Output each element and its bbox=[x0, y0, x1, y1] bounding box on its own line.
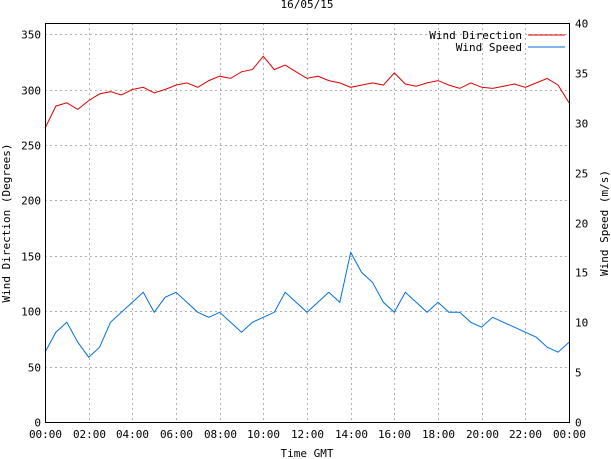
chart-title: 16/05/15 bbox=[281, 0, 334, 11]
left-tick-label: 250 bbox=[21, 140, 41, 153]
x-tick-label: 18:00 bbox=[422, 428, 455, 441]
x-tick-label: 00:00 bbox=[553, 428, 586, 441]
right-tick-label: 25 bbox=[575, 168, 588, 181]
x-tick-label: 04:00 bbox=[116, 428, 149, 441]
left-axis-label: Wind Direction (Degrees) bbox=[0, 144, 13, 303]
x-axis-label: Time GMT bbox=[281, 447, 334, 459]
left-tick-label: 300 bbox=[21, 85, 41, 98]
left-tick-label: 150 bbox=[21, 251, 41, 264]
grid-lines bbox=[45, 23, 569, 422]
legend-label: Wind Speed bbox=[456, 41, 522, 54]
x-tick-label: 16:00 bbox=[378, 428, 411, 441]
x-tick-label: 00:00 bbox=[29, 428, 62, 441]
legend-label: Wind Direction bbox=[429, 29, 522, 42]
x-tick-label: 12:00 bbox=[291, 428, 324, 441]
left-tick-label: 50 bbox=[28, 362, 41, 375]
x-tick-label: 08:00 bbox=[204, 428, 237, 441]
right-tick-label: 40 bbox=[575, 18, 588, 31]
right-axis-label: Wind Speed (m/s) bbox=[598, 170, 611, 276]
left-tick-label: 200 bbox=[21, 195, 41, 208]
x-tick-label: 10:00 bbox=[247, 428, 280, 441]
right-tick-label: 0 bbox=[575, 417, 582, 430]
left-axis-ticks: 0 50 100 150 200 250 300 350 bbox=[21, 29, 41, 430]
x-tick-label: 20:00 bbox=[466, 428, 499, 441]
right-tick-label: 30 bbox=[575, 118, 588, 131]
left-tick-label: 350 bbox=[21, 29, 41, 42]
series-line-1 bbox=[44, 55, 570, 129]
x-axis-ticks: 00:00 02:00 04:00 06:00 08:00 10:00 12:00 14:00… bbox=[29, 428, 586, 441]
left-tick-label: 0 bbox=[34, 417, 41, 430]
x-tick-label: 22:00 bbox=[509, 428, 542, 441]
x-tick-label: 14:00 bbox=[335, 428, 368, 441]
right-axis-ticks: 0 5 10 15 20 25 30 35 40 bbox=[575, 18, 588, 430]
series-line-2 bbox=[44, 250, 570, 358]
right-tick-label: 35 bbox=[575, 68, 588, 81]
right-tick-label: 10 bbox=[575, 317, 588, 330]
x-tick-label: 06:00 bbox=[160, 428, 193, 441]
right-tick-label: 20 bbox=[575, 218, 588, 231]
right-tick-label: 5 bbox=[575, 367, 582, 380]
right-tick-label: 15 bbox=[575, 267, 588, 280]
plot-frame bbox=[45, 23, 570, 423]
series-lines bbox=[44, 55, 570, 358]
left-tick-label: 100 bbox=[21, 306, 41, 319]
x-tick-label: 02:00 bbox=[73, 428, 106, 441]
